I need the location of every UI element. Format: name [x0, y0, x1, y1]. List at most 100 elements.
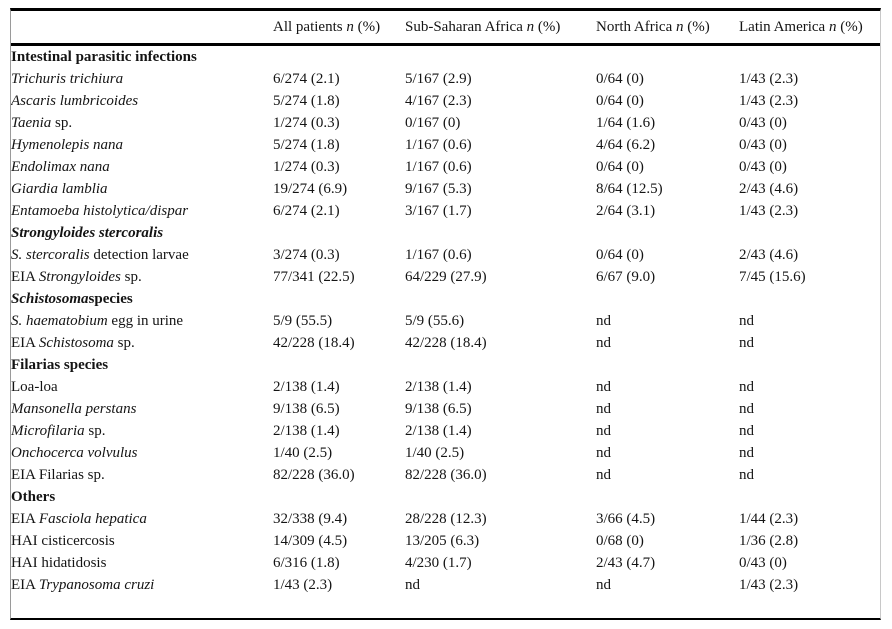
- cell-value: 1/40 (2.5): [405, 444, 465, 461]
- text-segment: (%): [836, 19, 863, 35]
- section-row: Others: [11, 486, 880, 508]
- cell-value: 2/43 (4.6): [739, 246, 799, 263]
- cell-value: 5/9 (55.5): [273, 312, 333, 329]
- cell-value: 19/274 (6.9): [273, 180, 348, 197]
- cell-value: 9/138 (6.5): [405, 400, 472, 417]
- cell-value: 64/229 (27.9): [405, 268, 487, 285]
- text-segment: detection larvae: [89, 246, 189, 263]
- table-row: Ascaris lumbricoides 5/274 (1.8) 4/167 (2.…: [11, 90, 880, 112]
- row-label: EIA Schistosoma sp.: [11, 332, 273, 354]
- column-header-1: All patients n (%): [273, 11, 405, 45]
- parasite-results-table: All patients n (%) Sub-Saharan Africa n (…: [11, 11, 880, 597]
- italic-text-segment: Schistosoma: [38, 334, 114, 351]
- table-body: Intestinal parasitic infections Trichuris…: [11, 45, 880, 597]
- cell-value: 0/64 (0): [596, 158, 644, 175]
- cell-value: nd: [739, 466, 754, 483]
- cell-value: 1/43 (2.3): [739, 576, 799, 593]
- italic-text-segment: S. stercoralis: [11, 246, 90, 263]
- text-segment: EIA: [11, 576, 39, 593]
- row-label: S. stercoralis detection larvae: [11, 244, 273, 266]
- text-segment: (%): [683, 19, 710, 35]
- row-label: HAI cisticercosis: [11, 530, 273, 552]
- row-label: Mansonella perstans: [11, 398, 273, 420]
- cell-value: 42/228 (18.4): [405, 334, 487, 351]
- cell-value: nd: [596, 378, 611, 395]
- cell-value: 2/138 (1.4): [405, 422, 472, 439]
- cell-value: 3/66 (4.5): [596, 510, 656, 527]
- cell-value: 0/68 (0): [596, 532, 644, 549]
- cell-value: 7/45 (15.6): [739, 268, 806, 285]
- cell-value: 1/167 (0.6): [405, 158, 472, 175]
- cell-value: 0/43 (0): [739, 554, 787, 571]
- text-segment: HAI cisticercosis: [11, 532, 115, 549]
- cell-value: 4/64 (6.2): [596, 136, 656, 153]
- section-title: Filarias species: [11, 354, 880, 376]
- row-label: EIA Strongyloides sp.: [11, 266, 273, 288]
- cell-value: 4/167 (2.3): [405, 92, 472, 109]
- cell-value: 1/40 (2.5): [273, 444, 333, 461]
- row-label: Taenia sp.: [11, 112, 273, 134]
- row-label: Microfilaria sp.: [11, 420, 273, 442]
- cell-value: 1/167 (0.6): [405, 246, 472, 263]
- table-row: Microfilaria sp. 2/138 (1.4) 2/138 (1.4) nd…: [11, 420, 880, 442]
- italic-text-segment: Strongyloides stercoralis: [11, 224, 164, 241]
- table-row: EIA Trypanosoma cruzi 1/43 (2.3) nd nd 1/43 …: [11, 574, 880, 596]
- corner-cell: [11, 11, 273, 45]
- text-segment: sp.: [113, 334, 135, 351]
- italic-text-segment: Entamoeba histolytica/dispar: [11, 202, 189, 219]
- cell-value: 14/309 (4.5): [273, 532, 348, 549]
- text-segment: egg in urine: [107, 312, 184, 329]
- italic-text-segment: Trypanosoma cruzi: [38, 576, 155, 593]
- cell-value: 82/228 (36.0): [405, 466, 487, 483]
- cell-value: 42/228 (18.4): [273, 334, 355, 351]
- table-row: EIA Schistosoma sp. 42/228 (18.4) 42/228 (…: [11, 332, 880, 354]
- text-segment: EIA: [11, 334, 39, 351]
- cell-value: 0/43 (0): [739, 114, 787, 131]
- text-segment: EIA: [11, 510, 39, 527]
- section-title: Strongyloides stercoralis: [11, 222, 880, 244]
- table-header-row: All patients n (%) Sub-Saharan Africa n (…: [11, 11, 880, 45]
- italic-text-segment: Endolimax nana: [11, 158, 110, 175]
- table-row: Mansonella perstans 9/138 (6.5) 9/138 (6.5…: [11, 398, 880, 420]
- cell-value: 9/138 (6.5): [273, 400, 340, 417]
- row-label: EIA Filarias sp.: [11, 464, 273, 486]
- cell-value: 3/167 (1.7): [405, 202, 472, 219]
- cell-value: 2/138 (1.4): [273, 378, 340, 395]
- table-row: HAI hidatidosis 6/316 (1.8) 4/230 (1.7) 2/4…: [11, 552, 880, 574]
- column-header-4: Latin America n (%): [739, 11, 880, 45]
- row-label: Hymenolepis nana: [11, 134, 273, 156]
- section-row: Schistosomaspecies: [11, 288, 880, 310]
- cell-value: 1/274 (0.3): [273, 158, 340, 175]
- cell-value: 2/138 (1.4): [405, 378, 472, 395]
- cell-value: nd: [405, 576, 420, 593]
- italic-text-segment: Giardia lamblia: [11, 180, 108, 197]
- cell-value: nd: [739, 312, 754, 329]
- text-segment: EIA: [11, 268, 39, 285]
- cell-value: 6/67 (9.0): [596, 268, 656, 285]
- cell-value: 2/43 (4.6): [739, 180, 799, 197]
- text-segment: Others: [11, 488, 56, 505]
- text-segment: (%): [353, 19, 381, 35]
- row-label: EIA Fasciola hepatica: [11, 508, 273, 530]
- cell-value: nd: [739, 334, 754, 351]
- text-segment: sp.: [51, 114, 73, 131]
- cell-value: nd: [596, 334, 611, 351]
- cell-value: 1/36 (2.8): [739, 532, 799, 549]
- cell-value: 1/167 (0.6): [405, 136, 472, 153]
- cell-value: 1/44 (2.3): [739, 510, 799, 527]
- italic-text-segment: Hymenolepis nana: [11, 136, 124, 153]
- cell-value: 2/138 (1.4): [273, 422, 340, 439]
- italic-text-segment: Microfilaria: [11, 422, 85, 439]
- cell-value: nd: [739, 422, 754, 439]
- cell-value: 6/274 (2.1): [273, 70, 340, 87]
- cell-value: 8/64 (12.5): [596, 180, 663, 197]
- text-segment: HAI hidatidosis: [11, 554, 107, 571]
- cell-value: nd: [596, 422, 611, 439]
- cell-value: 0/43 (0): [739, 158, 787, 175]
- cell-value: 1/43 (2.3): [739, 202, 799, 219]
- text-segment: Filarias species: [11, 356, 109, 373]
- table-row: Taenia sp. 1/274 (0.3) 0/167 (0) 1/64 (1.6)…: [11, 112, 880, 134]
- cell-value: 5/9 (55.6): [405, 312, 465, 329]
- row-label: Trichuris trichiura: [11, 68, 273, 90]
